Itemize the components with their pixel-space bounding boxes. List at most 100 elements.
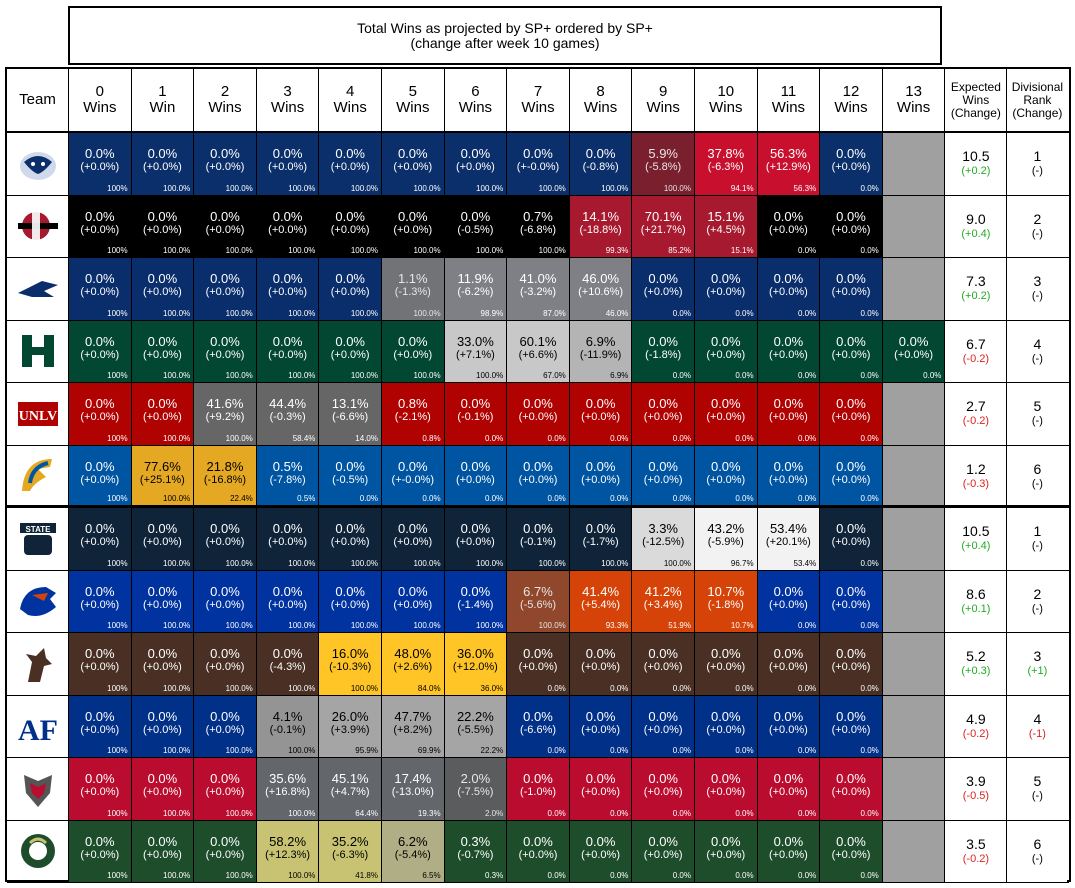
win-cell: 0.0% (+0.0%) 100.0% [131,133,195,195]
win-cell: 0.0% (+0.0%) 0.0% [632,695,695,757]
expected-wins-cell: 1.2 (-0.3) [945,445,1008,505]
win-probability-change: (+0.0%) [643,848,683,861]
win-probability-change: (+0.0%) [268,598,307,611]
win-cell: 0.0% (+0.0%) 0.0% [757,633,821,695]
win-cell: 1.1% (-1.3%) 100.0% [382,258,445,320]
win-probability-change: (+-0.0%) [391,473,435,486]
win-cell: 3.3% (-12.5%) 100.0% [632,508,695,570]
expected-wins-cell: 9.0 (+0.4) [945,195,1008,257]
cumulative-probability: 87.0% [543,308,566,318]
win-probability-change: (-0.5%) [332,473,369,486]
cumulative-probability: 100.0% [476,371,504,380]
unlv-logo-icon: UNLV [17,401,58,426]
win-probability: 0.0% [836,271,866,286]
win-probability: 47.7% [394,708,432,724]
win-cell: 0.0% (+0.0%) 100.0% [131,195,195,257]
cumulative-probability: 100.0% [288,746,316,755]
win-probability: 0.0% [210,271,240,286]
cumulative-probability: 0.0% [860,371,879,380]
win-probability: 21.8% [206,458,244,474]
cumulative-probability: 67.0% [543,371,566,380]
win-probability-change: (+0.0%) [643,786,683,798]
win-probability-change: (+0.0%) [268,223,307,236]
win-cell: 0.0% (+0.0%) 100.0% [319,133,382,195]
win-probability: 0.0% [210,333,240,349]
win-probability: 0.0% [710,396,741,411]
win-cell: 0.0% (+0.0%) 100% [69,320,132,382]
win-probability: 0.0% [898,333,929,349]
win-cell: 0.0% (+0.0%) 100.0% [194,695,257,757]
win-probability-change: (+0.0%) [80,411,120,423]
win-probability: 0.0% [84,333,115,349]
cumulative-probability: 6.5% [422,871,441,880]
cumulative-probability: 0.0% [860,494,879,503]
win-cell: 2.0% (-7.5%) 2.0% [444,758,508,820]
cumulative-probability: 100.0% [350,246,378,255]
win-cell: 0.0% (+0.0%) 100.0% [131,383,195,445]
win-probability: 0.0% [773,458,804,474]
win-probability-change: (-0.8%) [582,161,619,173]
win-probability: 0.0% [84,521,115,536]
win-cell: 0.0% (+0.0%) 0.0% [820,258,883,320]
win-probability-change: (+0.0%) [706,786,746,798]
divisional-rank-value: 1 [1033,148,1042,164]
win-probability: 77.6% [143,458,181,474]
expected-wins-value: 3.5 [966,835,986,852]
chart-subtitle: (change after week 10 games) [410,35,600,51]
win-probability-change: (+0.0%) [393,348,433,361]
win-probability-change: (+0.0%) [393,161,433,173]
win-probability-change: (-1.3%) [394,286,431,298]
win-probability: 0.0% [836,646,866,661]
header-wins-1: 1 Win [132,69,195,131]
win-cell: 11.9% (-6.2%) 98.9% [444,258,508,320]
win-probability: 0.0% [523,396,553,411]
cumulative-probability: 100.0% [601,183,629,193]
win-probability: 6.9% [585,333,616,349]
win-probability-change: (+12.9%) [765,161,811,173]
cumulative-probability: 0.0% [797,871,817,880]
win-cell: 0.0% (+0.0%) 0.0% [757,695,821,757]
win-probability: 2.0% [460,771,491,786]
divisional-rank-value: 6 [1033,460,1042,477]
cumulative-probability: 100% [107,371,128,380]
win-cell: 0.0% (+0.0%) 100% [69,195,132,257]
cumulative-probability: 0.0% [860,808,879,818]
cumulative-probability: 58.4% [292,433,316,443]
cumulative-probability: 0.0% [735,871,754,880]
win-probability-change: (+0.0%) [80,723,120,736]
win-cell: 0.0% (-0.1%) 0.0% [444,383,508,445]
cumulative-probability: 100.0% [163,183,191,193]
win-probability: 0.0% [210,708,240,724]
win-probability-change: (+0.0%) [205,598,245,611]
win-cell: 15.1% (+4.5%) 15.1% [695,195,758,257]
win-probability: 0.0% [335,146,365,161]
win-probability: 0.0% [147,833,178,849]
win-probability-change: (+0.0%) [768,286,808,298]
cumulative-probability: 0.0% [610,683,629,693]
win-probability: 13.1% [331,396,369,411]
win-probability-change: (+0.0%) [831,286,871,298]
win-probability-change: (-6.6%) [519,723,557,736]
cumulative-probability: 100% [107,558,128,568]
win-probability: 0.7% [523,208,553,224]
win-probability: 0.0% [836,521,866,536]
win-probability-change: (+0.0%) [831,598,871,611]
win-probability: 0.0% [585,458,616,474]
expected-wins-cell: 8.6 (+0.1) [945,570,1008,632]
win-probability: 0.0% [272,646,303,661]
win-cell: 44.4% (-0.3%) 58.4% [256,383,320,445]
divisional-rank-cell: 2 (-) [1007,570,1068,632]
win-cell: 46.0% (+10.6%) 46.0% [569,258,633,320]
win-probability-change: (+0.0%) [142,411,182,423]
win-probability: 35.6% [269,771,307,786]
win-probability-change: (+0.0%) [268,286,307,298]
win-cell: 0.0% (+0.0%) 100.0% [131,695,195,757]
win-probability: 0.0% [773,208,804,224]
win-probability: 11.9% [457,271,494,286]
win-probability-change: (+0.0%) [80,348,120,361]
win-cell: 0.0% (+0.0%) 100.0% [131,320,195,382]
win-probability-change: (+0.0%) [393,223,433,236]
win-probability-change: (+0.0%) [706,661,746,673]
win-cell: 0.0% (+0.0%) 100.0% [256,258,320,320]
cumulative-probability: 100.0% [288,621,316,630]
